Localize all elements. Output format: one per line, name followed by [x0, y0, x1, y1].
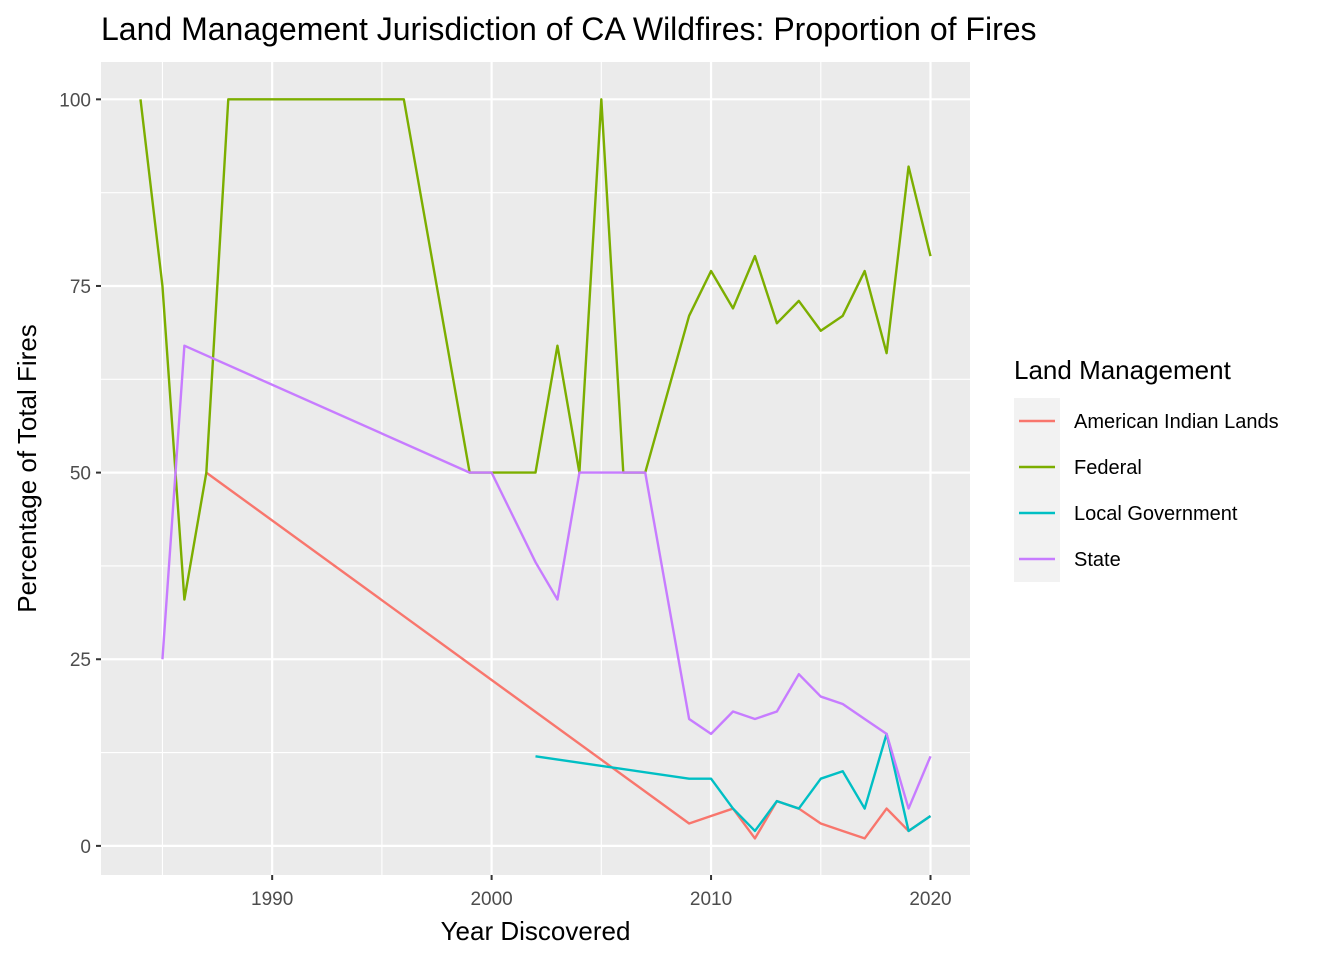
y-tick-label: 25 [70, 650, 91, 671]
legend-label-state: State [1074, 549, 1121, 571]
y-tick-label: 75 [70, 277, 91, 298]
y-tick-label: 0 [80, 837, 91, 858]
series-line-state [161, 344, 932, 810]
legend-label-federal: Federal [1074, 457, 1142, 479]
y-axis-title: Percentage of Total Fires [12, 324, 42, 613]
x-axis-title: Year Discovered [441, 916, 631, 946]
y-tick-label: 50 [70, 464, 91, 485]
chart-title: Land Management Jurisdiction of CA Wildf… [101, 11, 1037, 47]
y-axis: 0 25 50 75 100 [59, 90, 101, 858]
series-layer [139, 98, 932, 840]
legend-label-local-government: Local Government [1074, 503, 1238, 525]
legend: Land Management American Indian Lands Fed… [1014, 355, 1279, 582]
legend-title: Land Management [1014, 355, 1232, 385]
x-tick-label: 2010 [690, 889, 732, 910]
legend-label-american-indian-lands: American Indian Lands [1074, 411, 1279, 433]
x-tick-label: 1990 [251, 889, 293, 910]
y-tick-label: 100 [59, 90, 91, 111]
x-tick-label: 2000 [470, 889, 512, 910]
x-axis: 1990 2000 2010 2020 [251, 875, 952, 910]
x-tick-label: 2020 [909, 889, 951, 910]
